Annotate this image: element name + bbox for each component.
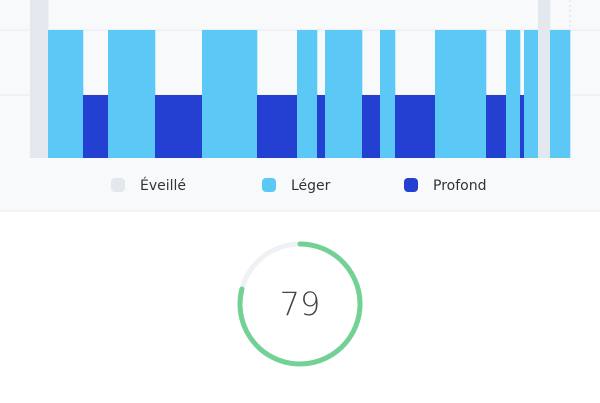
- sleep-segment: [538, 0, 551, 158]
- sleep-segment: [550, 30, 571, 158]
- sleep-segment: [297, 30, 318, 158]
- legend-swatch: [262, 178, 276, 192]
- sleep-segment: [202, 30, 258, 158]
- sleep-segment: [524, 30, 539, 158]
- sleep-segment: [155, 95, 203, 158]
- sleep-segment: [486, 95, 507, 158]
- legend-label: Profond: [433, 178, 486, 194]
- sleep-segment: [506, 30, 521, 158]
- score-value: 79: [280, 285, 321, 323]
- legend: Éveillé Léger Profond: [111, 177, 486, 194]
- sleep-segment: [317, 95, 326, 158]
- sleep-segment: [83, 95, 109, 158]
- legend-label: Éveillé: [140, 177, 186, 194]
- sleep-segment: [380, 30, 396, 158]
- sleep-segment: [325, 30, 363, 158]
- legend-swatch: [111, 178, 125, 192]
- legend-label: Léger: [291, 178, 331, 194]
- score-ring: [237, 241, 363, 367]
- sleep-segment: [362, 95, 381, 158]
- sleep-segment: [395, 95, 436, 158]
- sleep-segment: [520, 95, 525, 158]
- sleep-segment: [108, 30, 156, 158]
- sleep-segment: [257, 95, 298, 158]
- legend-swatch: [404, 178, 418, 192]
- hypnogram: [30, 0, 571, 158]
- sleep-segment: [48, 30, 84, 158]
- sleep-segment: [30, 0, 49, 158]
- sleep-segment: [435, 30, 487, 158]
